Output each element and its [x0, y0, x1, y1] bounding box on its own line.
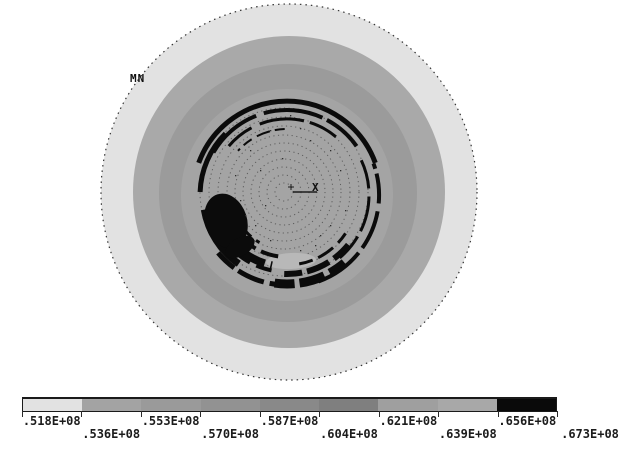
legend-value-label: .639E+08 [438, 427, 497, 441]
speckle-dot [310, 140, 312, 142]
legend-segment-3 [200, 399, 260, 411]
speckle-dot [250, 150, 252, 152]
speckle-dot [330, 225, 332, 227]
speckle-dot [255, 225, 257, 227]
contour-blob [225, 235, 255, 259]
legend-value-label: .536E+08 [82, 427, 141, 441]
speckle-dot [245, 215, 247, 217]
contour-line [273, 257, 350, 289]
legend-tick [438, 411, 440, 417]
legend-tick [497, 411, 499, 417]
legend-tick [378, 411, 380, 417]
contour-plot: X MN [100, 3, 478, 381]
legend-value-label: .673E+08 [561, 427, 619, 441]
speckle-dot [265, 205, 267, 207]
legend-segment-6 [378, 399, 438, 411]
legend-segment-7 [437, 399, 497, 411]
legend-segment-8 [496, 399, 556, 411]
speckle-dot [315, 245, 317, 247]
speckle-dot [320, 235, 322, 237]
speckle-dot [290, 115, 292, 117]
contour-line [211, 108, 359, 154]
element-ring [208, 116, 360, 268]
element-ring [226, 134, 342, 250]
legend-tick [319, 411, 321, 417]
speckle-dot [300, 128, 302, 130]
legend-tick [200, 411, 202, 417]
legend-value-label: .518E+08 [22, 414, 81, 428]
legend-value-label: .553E+08 [141, 414, 200, 428]
element-ring [217, 125, 351, 259]
contour-line [197, 131, 228, 193]
contour-line [196, 98, 378, 164]
min-marker-label: MN [130, 72, 145, 85]
speckle-dot [270, 240, 272, 242]
legend-tick [557, 411, 558, 417]
contour-line [284, 241, 352, 278]
legend-segment-4 [259, 399, 320, 411]
legend-value-label: .604E+08 [320, 427, 378, 441]
contour-blob [204, 193, 248, 249]
legend-segment-2 [141, 399, 201, 411]
legend-value-label: .587E+08 [260, 414, 319, 428]
contour-line [298, 229, 349, 266]
speckle-dot [282, 158, 284, 160]
x-axis-label: X [312, 181, 319, 194]
legend-tick [140, 411, 142, 417]
speckle-dot [270, 130, 272, 132]
legend-segment-1 [82, 399, 142, 411]
speckle-dot [300, 250, 302, 252]
speckle-dot [260, 170, 262, 172]
legend-segment-5 [319, 399, 379, 411]
legend-tick [81, 411, 83, 417]
element-ring [199, 107, 369, 277]
contour-line [237, 128, 285, 152]
light-patch [266, 252, 316, 270]
speckle-dot [235, 175, 237, 177]
legend-value-label: .570E+08 [201, 427, 259, 441]
legend-tick [22, 411, 23, 417]
legend-tick [259, 411, 261, 417]
speckle-dot [240, 200, 242, 202]
contour-line [216, 251, 280, 288]
legend-value-label: .621E+08 [379, 414, 438, 428]
speckle-dot [330, 150, 332, 152]
legend-value-label: .656E+08 [498, 414, 557, 428]
element-ring [234, 142, 334, 242]
speckle-dot [345, 210, 347, 212]
legend-colorbar [22, 397, 557, 412]
contour-line [227, 117, 337, 148]
legend-segment-0 [23, 399, 83, 411]
element-ring [242, 150, 326, 234]
speckle-dot [340, 170, 342, 172]
